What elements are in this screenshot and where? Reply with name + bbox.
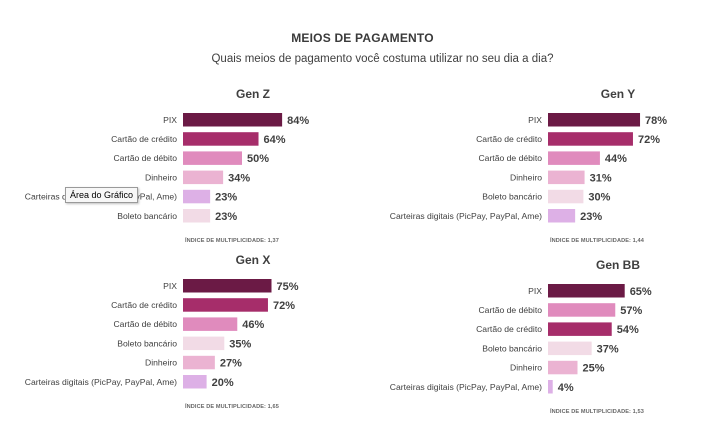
bar-carteiras-digitais-picpay-paypal-ame[interactable]	[183, 189, 211, 204]
chart-panel-2[interactable]: Gen X PIX 75% Cartão de crédito 72% Cartão de…	[0, 249, 360, 424]
bar-pix[interactable]	[548, 113, 641, 127]
category-label-cartao-de-debito: Cartão de débito	[113, 319, 177, 329]
value-label-cartao-de-debito: 44%	[605, 153, 627, 165]
value-label-cartao-de-debito: 57%	[620, 305, 642, 317]
bar-boleto-bancario[interactable]	[183, 336, 225, 351]
bar-cartao-de-credito[interactable]	[548, 322, 612, 336]
value-label-pix: 65%	[630, 286, 652, 298]
value-label-pix: 78%	[645, 115, 667, 127]
chart-panel-1[interactable]: Gen Y PIX 78% Cartão de crédito 72% Cartão de…	[365, 83, 725, 258]
bar-dinheiro[interactable]	[548, 360, 578, 375]
multiplicity-index: ÍNDICE DE MULTIPLICIDADE: 1,37	[185, 236, 279, 244]
value-label-pix: 75%	[277, 281, 299, 293]
value-label-dinheiro: 34%	[228, 172, 250, 184]
value-label-carteiras-digitais-picpay-paypal-ame: 23%	[215, 192, 237, 204]
value-label-boleto-bancario: 37%	[597, 343, 619, 355]
value-label-cartao-de-debito: 50%	[247, 153, 269, 165]
chart-title: Gen X	[236, 253, 271, 267]
category-label-cartao-de-debito: Cartão de débito	[113, 153, 177, 163]
chart-svg-2: Gen X PIX 75% Cartão de crédito 72% Cartão de…	[25, 253, 299, 410]
bar-pix[interactable]	[183, 113, 283, 127]
multiplicity-index: ÍNDICE DE MULTIPLICIDADE: 1,53	[550, 407, 644, 415]
multiplicity-index: ÍNDICE DE MULTIPLICIDADE: 1,65	[185, 402, 279, 410]
bar-boleto-bancario[interactable]	[548, 189, 584, 204]
bar-pix[interactable]	[548, 284, 625, 298]
value-label-dinheiro: 25%	[583, 363, 605, 375]
chart-svg-3: Gen BB PIX 65% Cartão de débito 57% Cartão de…	[390, 258, 652, 415]
category-label-dinheiro: Dinheiro	[510, 363, 542, 373]
chart-area-tooltip: Área do Gráfico	[65, 187, 139, 203]
bar-dinheiro[interactable]	[183, 355, 215, 370]
value-label-cartao-de-credito: 64%	[264, 134, 286, 146]
category-label-dinheiro: Dinheiro	[145, 358, 177, 368]
chart-svg-1: Gen Y PIX 78% Cartão de crédito 72% Cartão de…	[390, 87, 667, 244]
bar-carteiras-digitais-picpay-paypal-ame[interactable]	[548, 209, 576, 223]
value-label-boleto-bancario: 23%	[215, 211, 237, 223]
bar-cartao-de-credito[interactable]	[183, 298, 268, 312]
bar-carteiras-digitais-picpay-paypal-ame[interactable]	[183, 375, 207, 389]
category-label-pix: PIX	[528, 286, 542, 296]
category-label-carteiras-digitais-picpay-paypal-ame: Carteiras digitais (PicPay, PayPal, Ame)	[25, 377, 177, 387]
category-label-carteiras-digitais-picpay-paypal-ame: Carteiras digitais (PicPay, PayPal, Ame)	[390, 382, 542, 392]
bar-pix[interactable]	[183, 279, 272, 293]
multiplicity-index: ÍNDICE DE MULTIPLICIDADE: 1,44	[550, 236, 645, 244]
value-label-cartao-de-credito: 72%	[273, 300, 295, 312]
chart-title: Gen Z	[236, 87, 270, 101]
category-label-cartao-de-debito: Cartão de débito	[478, 153, 542, 163]
bar-cartao-de-debito[interactable]	[548, 151, 600, 165]
value-label-cartao-de-credito: 54%	[617, 324, 639, 336]
category-label-boleto-bancario: Boleto bancário	[117, 338, 177, 348]
bar-cartao-de-credito[interactable]	[548, 132, 633, 146]
category-label-cartao-de-credito: Cartão de crédito	[111, 134, 177, 144]
category-label-cartao-de-credito: Cartão de crédito	[476, 134, 542, 144]
value-label-dinheiro: 27%	[220, 358, 242, 370]
chart-title: Gen Y	[601, 87, 635, 101]
value-label-cartao-de-credito: 72%	[638, 134, 660, 146]
category-label-carteiras-digitais-picpay-paypal-ame: Carteiras digitais (PicPay, PayPal, Ame)	[390, 211, 542, 221]
category-label-boleto-bancario: Boleto bancário	[117, 211, 177, 221]
bar-dinheiro[interactable]	[183, 170, 224, 185]
category-label-dinheiro: Dinheiro	[145, 172, 177, 182]
page-title: MEIOS DE PAGAMENTO	[291, 31, 434, 45]
category-label-boleto-bancario: Boleto bancário	[482, 192, 542, 202]
chart-panel-3[interactable]: Gen BB PIX 65% Cartão de débito 57% Cartão de…	[365, 254, 725, 429]
chart-svg-0: Gen Z PIX 84% Cartão de crédito 64% Cartão de…	[25, 87, 310, 244]
value-label-boleto-bancario: 35%	[229, 338, 251, 350]
bar-boleto-bancario[interactable]	[183, 209, 211, 223]
value-label-cartao-de-debito: 46%	[242, 319, 264, 331]
bar-boleto-bancario[interactable]	[548, 341, 592, 356]
bar-cartao-de-debito[interactable]	[183, 317, 238, 331]
chart-panel-0[interactable]: Gen Z PIX 84% Cartão de crédito 64% Cartão de…	[0, 83, 360, 258]
page-subtitle: Quais meios de pagamento você costuma ut…	[211, 53, 554, 65]
value-label-boleto-bancario: 30%	[588, 192, 610, 204]
value-label-carteiras-digitais-picpay-paypal-ame: 4%	[558, 382, 574, 394]
category-label-dinheiro: Dinheiro	[510, 172, 542, 182]
bar-cartao-de-credito[interactable]	[183, 132, 259, 146]
bar-cartao-de-debito[interactable]	[548, 303, 616, 317]
value-label-carteiras-digitais-picpay-paypal-ame: 23%	[580, 211, 602, 223]
value-label-dinheiro: 31%	[590, 172, 612, 184]
category-label-cartao-de-credito: Cartão de crédito	[476, 324, 542, 334]
bar-cartao-de-debito[interactable]	[183, 151, 242, 165]
bar-dinheiro[interactable]	[548, 170, 585, 185]
category-label-pix: PIX	[528, 115, 542, 125]
category-label-boleto-bancario: Boleto bancário	[482, 343, 542, 353]
value-label-carteiras-digitais-picpay-paypal-ame: 20%	[212, 377, 234, 389]
bar-carteiras-digitais-picpay-paypal-ame[interactable]	[548, 380, 553, 394]
category-label-cartao-de-credito: Cartão de crédito	[111, 300, 177, 310]
category-label-cartao-de-debito: Cartão de débito	[478, 305, 542, 315]
category-label-pix: PIX	[163, 115, 177, 125]
value-label-pix: 84%	[287, 115, 309, 127]
chart-title: Gen BB	[596, 258, 640, 272]
category-label-pix: PIX	[163, 281, 177, 291]
